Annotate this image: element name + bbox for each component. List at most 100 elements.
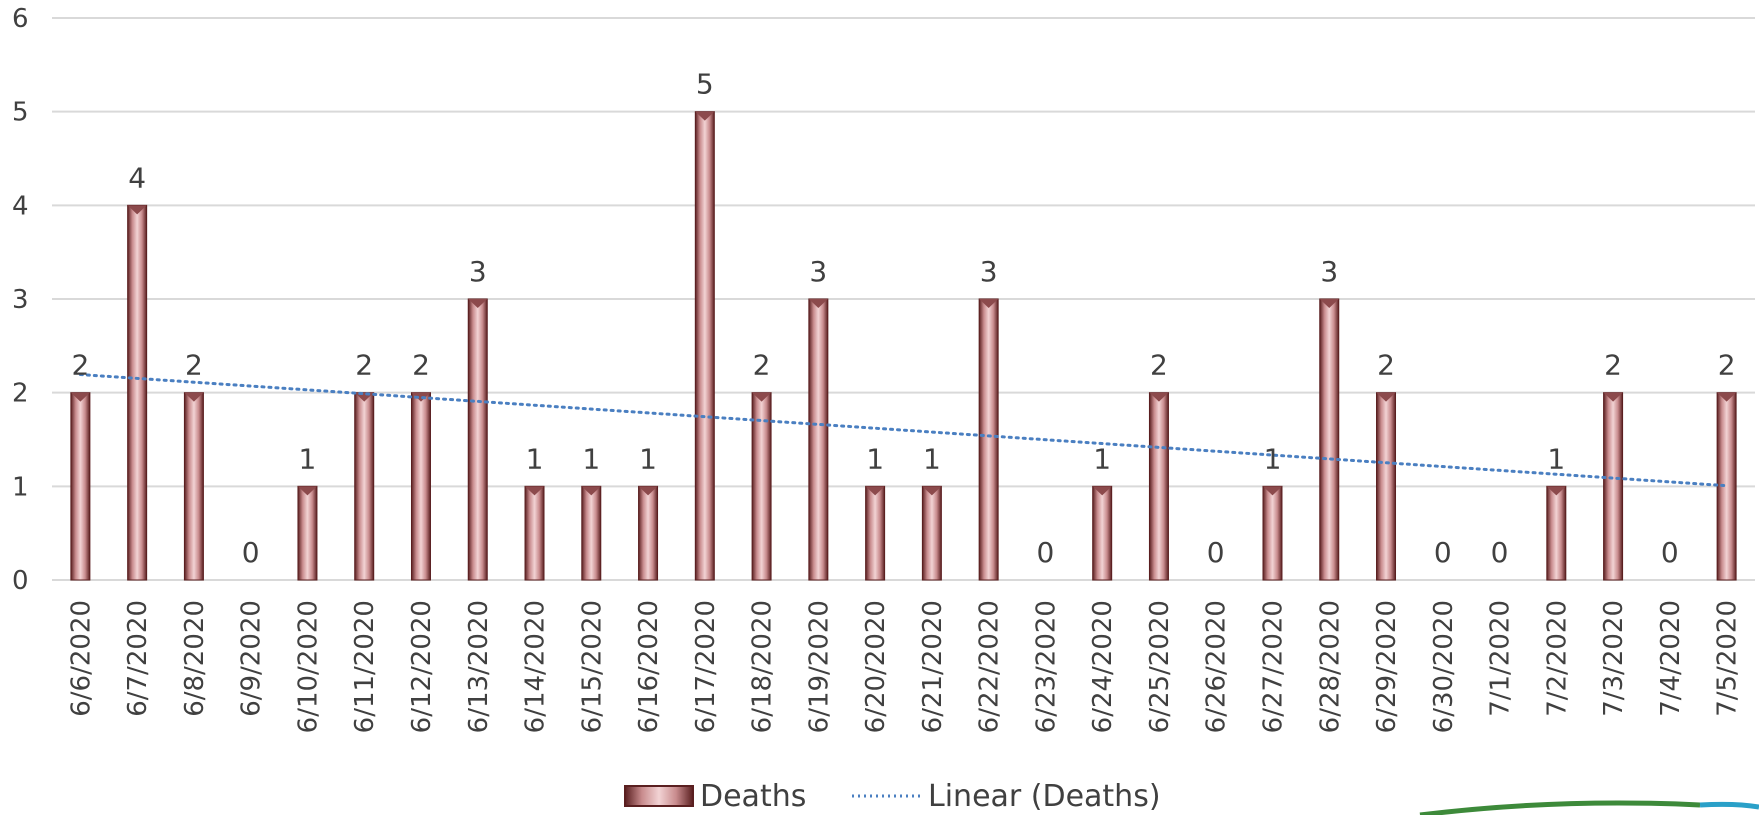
bar (297, 485, 318, 581)
data-label: 2 (753, 349, 771, 382)
x-tick-label: 6/21/2020 (918, 600, 948, 733)
data-label: 1 (866, 442, 884, 475)
bar (1262, 485, 1283, 581)
bar-bevel (1092, 486, 1112, 496)
data-label: 0 (1661, 536, 1679, 569)
bar-bevel (184, 392, 204, 402)
x-tick-label: 6/9/2020 (237, 600, 267, 717)
bar-bevel (1319, 299, 1339, 308)
bar (1376, 392, 1397, 581)
x-tick-label: 6/19/2020 (804, 600, 834, 733)
bar-bevel (411, 392, 431, 402)
bar (70, 392, 91, 581)
data-label: 5 (696, 68, 714, 101)
bar-bevel (581, 486, 601, 496)
x-tick-label: 7/4/2020 (1656, 600, 1686, 717)
x-tick-label: 6/13/2020 (464, 600, 494, 733)
x-tick-label: 6/29/2020 (1372, 600, 1402, 733)
data-label: 0 (1434, 536, 1452, 569)
bar-bevel (70, 392, 90, 402)
data-label: 3 (809, 255, 827, 288)
bar (581, 485, 602, 581)
x-tick-label: 7/3/2020 (1599, 600, 1629, 717)
data-label: 4 (128, 161, 146, 194)
x-tick-label: 6/27/2020 (1258, 600, 1288, 733)
x-tick-label: 6/7/2020 (123, 600, 153, 717)
y-tick-label: 1 (12, 472, 29, 502)
data-label: 1 (639, 442, 657, 475)
x-tick-label: 6/16/2020 (634, 600, 664, 733)
trendline-linear-deaths (78, 373, 1729, 488)
x-tick-label: 6/28/2020 (1315, 600, 1345, 733)
x-tick-label: 6/14/2020 (521, 600, 551, 733)
bar (354, 392, 375, 581)
x-tick-label: 6/23/2020 (1031, 600, 1061, 733)
bar (865, 485, 886, 581)
bar (1092, 485, 1113, 581)
y-tick-label: 3 (12, 285, 29, 315)
data-label: 1 (1093, 442, 1111, 475)
x-tick-label: 6/24/2020 (1088, 600, 1118, 733)
data-labels: 2 4 2 0 1 2 2 3 1 1 1 5 2 3 1 1 3 0 1 2 0 1 3 2 0 0 1 2 0 2 (71, 68, 1735, 569)
data-label: 2 (1377, 349, 1395, 382)
data-label: 0 (242, 536, 260, 569)
bar-bevel (865, 486, 885, 496)
data-label: 0 (1207, 536, 1225, 569)
x-tick-label: 6/20/2020 (861, 600, 891, 733)
data-label: 2 (355, 349, 373, 382)
y-axis: 0 1 2 3 4 5 6 (12, 4, 29, 596)
bar-bevel (922, 486, 942, 496)
bar (921, 485, 942, 581)
data-label: 1 (299, 442, 317, 475)
y-tick-label: 2 (12, 379, 29, 409)
data-label: 2 (1604, 349, 1622, 382)
trendline-group (78, 373, 1729, 488)
data-label: 2 (71, 349, 89, 382)
x-tick-label: 7/5/2020 (1713, 600, 1743, 717)
bar (1148, 392, 1169, 581)
y-tick-label: 6 (12, 4, 29, 34)
bar-bevel (1376, 392, 1396, 402)
legend-swatch-deaths (624, 785, 694, 807)
bar (1603, 392, 1624, 581)
x-tick-label: 6/15/2020 (577, 600, 607, 733)
x-tick-label: 6/10/2020 (293, 600, 323, 733)
x-tick-label: 6/30/2020 (1429, 600, 1459, 733)
bar-bevel (1149, 392, 1169, 402)
data-label: 1 (1264, 442, 1282, 475)
data-label: 1 (526, 442, 544, 475)
x-tick-label: 6/12/2020 (407, 600, 437, 733)
x-axis: 6/6/2020 6/7/2020 6/8/2020 6/9/2020 6/10/202… (66, 600, 1742, 733)
legend-label-trend: Linear (Deaths) (928, 779, 1161, 814)
bar-bevel (695, 111, 715, 121)
x-tick-label: 6/6/2020 (66, 600, 96, 717)
logo-swoosh (1419, 800, 1759, 815)
x-tick-label: 7/1/2020 (1486, 600, 1516, 717)
x-tick-label: 6/8/2020 (180, 600, 210, 717)
bar (694, 111, 715, 581)
bar-bevel (468, 299, 488, 308)
bar-bevel (752, 392, 772, 402)
bar (183, 392, 204, 581)
bar (1716, 392, 1737, 581)
data-label: 1 (923, 442, 941, 475)
bar-bevel (1546, 486, 1566, 496)
legend: Deaths Linear (Deaths) (624, 779, 1161, 814)
data-label: 0 (1491, 536, 1509, 569)
bar-bevel (979, 299, 999, 308)
bar-bevel (1262, 486, 1282, 496)
x-tick-label: 6/26/2020 (1202, 600, 1232, 733)
data-label: 1 (1547, 442, 1565, 475)
bar (467, 298, 488, 581)
bar (1546, 485, 1567, 581)
bar (978, 298, 999, 581)
y-tick-label: 0 (12, 566, 29, 596)
bar (524, 485, 545, 581)
bar-bevel (297, 486, 317, 496)
bar (410, 392, 431, 581)
data-label: 2 (1150, 349, 1168, 382)
x-tick-label: 6/22/2020 (975, 600, 1005, 733)
data-label: 0 (1037, 536, 1055, 569)
y-tick-label: 5 (12, 98, 29, 128)
